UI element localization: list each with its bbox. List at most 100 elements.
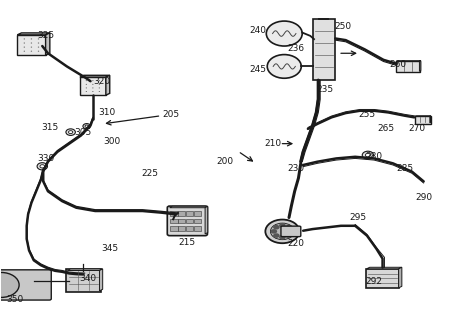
Polygon shape (67, 269, 103, 271)
Circle shape (38, 39, 39, 40)
Text: 305: 305 (75, 128, 92, 137)
FancyBboxPatch shape (167, 206, 208, 236)
Circle shape (31, 43, 32, 44)
FancyBboxPatch shape (186, 211, 193, 216)
Circle shape (99, 87, 100, 88)
Text: 330: 330 (37, 154, 54, 163)
FancyBboxPatch shape (186, 218, 193, 223)
Circle shape (362, 151, 374, 159)
Circle shape (99, 91, 100, 92)
Text: 300: 300 (103, 138, 120, 147)
Polygon shape (366, 267, 402, 269)
Circle shape (266, 21, 302, 46)
Circle shape (31, 47, 32, 48)
Text: 340: 340 (80, 274, 97, 283)
Circle shape (273, 225, 280, 229)
Circle shape (279, 223, 286, 228)
Circle shape (267, 54, 301, 78)
FancyBboxPatch shape (66, 270, 101, 292)
Polygon shape (313, 19, 335, 80)
Polygon shape (430, 116, 431, 123)
Text: 225: 225 (141, 169, 158, 178)
Text: 290: 290 (415, 193, 432, 202)
Text: 260: 260 (389, 60, 406, 69)
Text: 240: 240 (250, 26, 267, 35)
Text: 215: 215 (179, 238, 196, 247)
Circle shape (24, 43, 25, 44)
Text: 292: 292 (365, 277, 383, 286)
Circle shape (83, 124, 91, 129)
Polygon shape (100, 269, 103, 291)
Circle shape (285, 233, 292, 238)
Circle shape (31, 39, 32, 40)
Circle shape (285, 225, 292, 229)
Text: 270: 270 (408, 124, 425, 133)
Circle shape (0, 273, 19, 297)
FancyBboxPatch shape (193, 226, 201, 231)
Text: 200: 200 (217, 157, 234, 166)
Text: 325: 325 (37, 31, 54, 40)
Circle shape (86, 80, 87, 81)
Circle shape (66, 129, 75, 135)
Text: 245: 245 (250, 65, 267, 74)
FancyBboxPatch shape (396, 61, 420, 72)
Circle shape (92, 84, 93, 85)
Circle shape (24, 39, 25, 40)
Text: 265: 265 (377, 124, 394, 133)
Circle shape (99, 84, 100, 85)
Circle shape (38, 43, 39, 44)
Circle shape (365, 153, 371, 157)
Polygon shape (17, 35, 46, 55)
Text: 315: 315 (42, 123, 59, 132)
Text: 250: 250 (335, 22, 352, 31)
FancyBboxPatch shape (415, 116, 431, 124)
FancyBboxPatch shape (170, 226, 178, 231)
Circle shape (69, 131, 73, 134)
Text: 350: 350 (6, 295, 24, 304)
Circle shape (279, 235, 286, 240)
Circle shape (92, 80, 93, 81)
Circle shape (271, 223, 294, 240)
Circle shape (86, 91, 87, 92)
Circle shape (273, 233, 280, 238)
FancyBboxPatch shape (281, 226, 301, 237)
Text: 230: 230 (288, 164, 305, 173)
Polygon shape (419, 61, 421, 71)
FancyBboxPatch shape (170, 211, 178, 216)
Circle shape (37, 163, 47, 170)
Text: 220: 220 (288, 239, 305, 248)
Circle shape (265, 219, 300, 243)
Circle shape (85, 125, 89, 127)
FancyBboxPatch shape (186, 226, 193, 231)
Circle shape (92, 87, 93, 88)
Text: 205: 205 (162, 110, 179, 118)
Polygon shape (205, 206, 208, 234)
Polygon shape (80, 77, 106, 95)
Circle shape (24, 51, 25, 52)
Circle shape (86, 87, 87, 88)
Text: 255: 255 (358, 110, 375, 118)
Circle shape (99, 80, 100, 81)
Circle shape (92, 91, 93, 92)
FancyBboxPatch shape (178, 218, 185, 223)
Circle shape (86, 84, 87, 85)
FancyBboxPatch shape (193, 211, 201, 216)
FancyBboxPatch shape (193, 218, 201, 223)
Text: 320: 320 (94, 77, 111, 86)
FancyBboxPatch shape (178, 226, 185, 231)
Polygon shape (80, 75, 110, 77)
Text: 236: 236 (288, 44, 305, 53)
Text: 235: 235 (316, 85, 333, 94)
FancyBboxPatch shape (170, 218, 178, 223)
Text: 285: 285 (396, 164, 413, 173)
Text: 295: 295 (349, 213, 366, 222)
Polygon shape (366, 269, 399, 288)
Text: 280: 280 (365, 152, 383, 161)
Polygon shape (399, 267, 402, 288)
Circle shape (38, 51, 39, 52)
Circle shape (40, 165, 45, 168)
Circle shape (288, 229, 294, 234)
Circle shape (24, 47, 25, 48)
Text: 345: 345 (101, 244, 118, 253)
Polygon shape (170, 206, 208, 208)
